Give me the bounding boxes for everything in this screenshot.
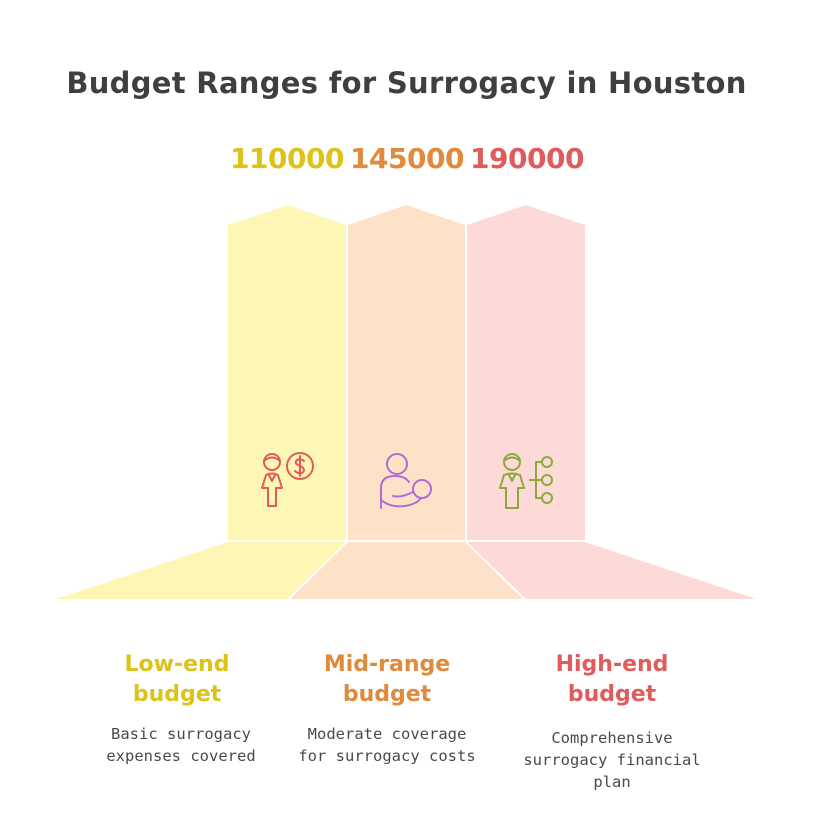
tier-label-high-line2: budget — [567, 682, 657, 707]
base-high — [467, 542, 756, 599]
tier-label-mid-line2: budget — [342, 682, 432, 707]
tier-label-low-line1: Low-end — [124, 652, 230, 677]
tier-desc-mid-line1: Moderate coverage — [307, 725, 467, 743]
tier-label-low: Low-end budget — [87, 650, 267, 710]
tier-desc-mid-line2: for surrogacy costs — [298, 747, 476, 765]
base-mid — [290, 542, 523, 599]
tier-desc-low-line1: Basic surrogacy — [111, 725, 251, 743]
tier-label-low-line2: budget — [132, 682, 222, 707]
tier-desc-high-line3: plan — [593, 773, 631, 791]
column-high — [467, 205, 585, 540]
column-low — [228, 205, 346, 540]
tier-desc-low-line2: expenses covered — [106, 747, 256, 765]
tier-label-mid: Mid-range budget — [297, 650, 477, 710]
tier-desc-low: Basic surrogacy expenses covered — [81, 723, 281, 767]
tier-desc-mid: Moderate coverage for surrogacy costs — [287, 723, 487, 767]
value-low: 110000 — [230, 142, 344, 175]
tier-label-high-line1: High-end — [555, 652, 669, 677]
person-network-icon — [494, 450, 560, 514]
tier-desc-high-line1: Comprehensive — [551, 729, 673, 747]
value-mid: 145000 — [350, 142, 464, 175]
value-high: 190000 — [470, 142, 584, 175]
person-dollar-icon — [252, 448, 322, 514]
tier-label-high: High-end budget — [522, 650, 702, 710]
tier-desc-high: Comprehensive surrogacy financial plan — [512, 727, 712, 793]
column-mid — [348, 205, 465, 540]
tier-desc-high-line2: surrogacy financial — [523, 751, 701, 769]
tier-label-mid-line1: Mid-range — [323, 652, 451, 677]
page-title: Budget Ranges for Surrogacy in Houston — [66, 66, 747, 100]
parent-baby-icon — [375, 450, 437, 512]
base-low — [56, 542, 346, 599]
